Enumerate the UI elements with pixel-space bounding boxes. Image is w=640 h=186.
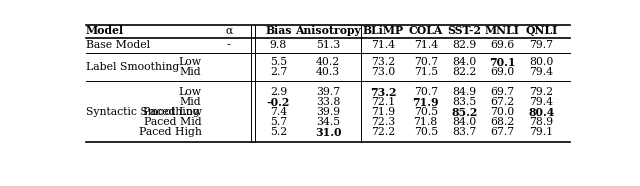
Text: 69.7: 69.7 <box>490 87 514 97</box>
Text: 71.4: 71.4 <box>371 40 396 50</box>
Text: 51.3: 51.3 <box>316 40 340 50</box>
Text: 78.9: 78.9 <box>529 117 554 127</box>
Text: 82.9: 82.9 <box>452 40 477 50</box>
Text: 85.2: 85.2 <box>451 107 477 118</box>
Text: 9.8: 9.8 <box>270 40 287 50</box>
Text: 70.7: 70.7 <box>413 57 438 67</box>
Text: 70.1: 70.1 <box>489 57 515 68</box>
Text: 33.8: 33.8 <box>316 97 340 107</box>
Text: 70.0: 70.0 <box>490 107 514 117</box>
Text: 31.0: 31.0 <box>315 127 341 138</box>
Text: Label Smoothing: Label Smoothing <box>86 62 179 72</box>
Text: Paced Mid: Paced Mid <box>144 117 202 127</box>
Text: 79.1: 79.1 <box>529 127 554 137</box>
Text: 2.9: 2.9 <box>270 87 287 97</box>
Text: 39.7: 39.7 <box>316 87 340 97</box>
Text: 40.2: 40.2 <box>316 57 340 67</box>
Text: 82.2: 82.2 <box>452 67 477 77</box>
Text: 83.5: 83.5 <box>452 97 477 107</box>
Text: 7.4: 7.4 <box>270 107 287 117</box>
Text: 5.5: 5.5 <box>270 57 287 67</box>
Text: 84.0: 84.0 <box>452 117 477 127</box>
Text: 71.9: 71.9 <box>412 97 439 108</box>
Text: Base Model: Base Model <box>86 40 150 50</box>
Text: 71.8: 71.8 <box>413 117 438 127</box>
Text: 69.0: 69.0 <box>490 67 514 77</box>
Text: 71.4: 71.4 <box>413 40 438 50</box>
Text: 70.5: 70.5 <box>413 107 438 117</box>
Text: 67.2: 67.2 <box>490 97 514 107</box>
Text: 40.3: 40.3 <box>316 67 340 77</box>
Text: COLA: COLA <box>408 25 443 36</box>
Text: Bias: Bias <box>265 25 292 36</box>
Text: 70.7: 70.7 <box>413 87 438 97</box>
Text: 5.2: 5.2 <box>270 127 287 137</box>
Text: BLiMP: BLiMP <box>363 25 404 36</box>
Text: Mid: Mid <box>180 67 202 77</box>
Text: 39.9: 39.9 <box>316 107 340 117</box>
Text: 71.5: 71.5 <box>413 67 438 77</box>
Text: 67.7: 67.7 <box>490 127 514 137</box>
Text: Paced Low: Paced Low <box>143 107 202 117</box>
Text: 34.5: 34.5 <box>316 117 340 127</box>
Text: 79.4: 79.4 <box>529 67 553 77</box>
Text: 79.4: 79.4 <box>529 97 553 107</box>
Text: -0.2: -0.2 <box>267 97 290 108</box>
Text: SST-2: SST-2 <box>447 25 481 36</box>
Text: 79.7: 79.7 <box>529 40 553 50</box>
Text: 80.4: 80.4 <box>528 107 554 118</box>
Text: 80.0: 80.0 <box>529 57 554 67</box>
Text: 84.9: 84.9 <box>452 87 476 97</box>
Text: 5.7: 5.7 <box>270 117 287 127</box>
Text: 72.2: 72.2 <box>371 127 396 137</box>
Text: 69.6: 69.6 <box>490 40 514 50</box>
Text: Model: Model <box>86 25 124 36</box>
Text: -: - <box>227 40 230 50</box>
Text: Syntactic Smoothing: Syntactic Smoothing <box>86 107 200 117</box>
Text: 73.0: 73.0 <box>371 67 396 77</box>
Text: 68.2: 68.2 <box>490 117 515 127</box>
Text: Low: Low <box>179 57 202 67</box>
Text: 84.0: 84.0 <box>452 57 477 67</box>
Text: 73.2: 73.2 <box>371 57 396 67</box>
Text: Anisotropy: Anisotropy <box>295 25 361 36</box>
Text: MNLI: MNLI <box>484 25 520 36</box>
Text: Low: Low <box>179 87 202 97</box>
Text: Paced High: Paced High <box>139 127 202 137</box>
Text: 70.5: 70.5 <box>413 127 438 137</box>
Text: QNLI: QNLI <box>525 25 557 36</box>
Text: 73.2: 73.2 <box>371 87 397 98</box>
Text: 2.7: 2.7 <box>270 67 287 77</box>
Text: 83.7: 83.7 <box>452 127 477 137</box>
Text: 71.9: 71.9 <box>371 107 396 117</box>
Text: Mid: Mid <box>180 97 202 107</box>
Text: 72.3: 72.3 <box>371 117 396 127</box>
Text: 72.1: 72.1 <box>371 97 396 107</box>
Text: α: α <box>225 26 232 36</box>
Text: 79.2: 79.2 <box>529 87 554 97</box>
